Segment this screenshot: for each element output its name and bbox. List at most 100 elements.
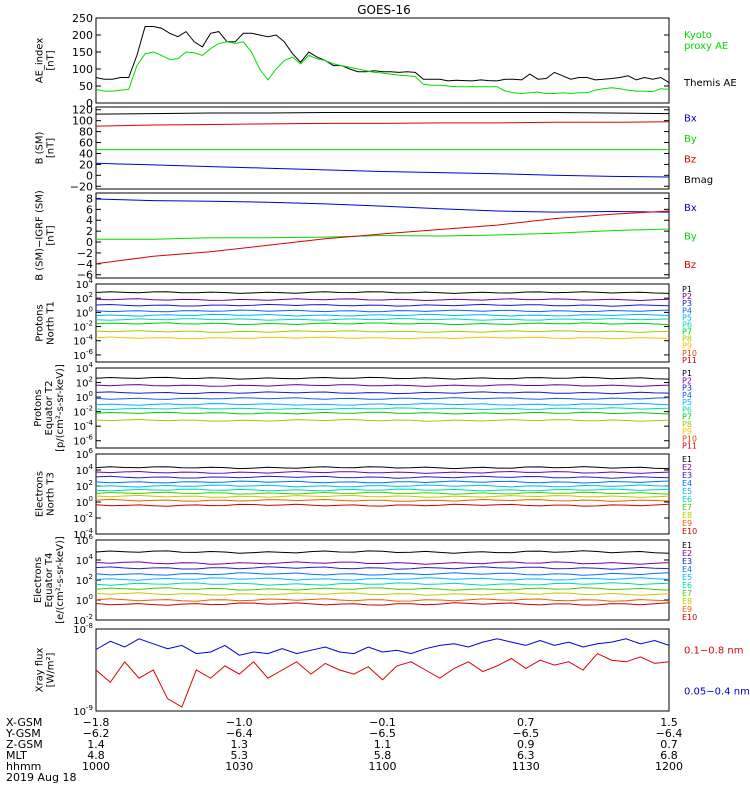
legend-label: P1 [682,285,692,294]
x-axis-value: −6.5 [369,727,396,740]
y-tick-exponent: -6 [86,434,94,442]
flux-line-4 [95,402,670,406]
y-axis-label: B (SM)−IGRF (SM) [35,190,46,281]
flux-line-8 [95,336,670,340]
legend-label: P8 [682,420,692,429]
y-tick-label: 106 [76,447,94,461]
flux-line-5 [95,318,670,321]
y-tick-exponent: 2 [89,479,93,487]
legend-label: E3 [682,557,692,566]
y-tick-label: 10-2 [73,320,93,334]
legend-label: E10 [682,527,697,536]
x-axis-value: 6.8 [660,749,678,762]
legend-label: E5 [682,487,692,496]
legend-label: P6 [682,405,692,414]
y-tick-label: 104 [76,361,94,375]
legend-label: E9 [682,519,692,528]
x-axis-value: −0.1 [369,716,396,729]
panel-frame [95,283,670,363]
x-axis-value: 0.7 [660,738,678,751]
y-tick-label: 4 [86,214,93,227]
x-axis-row-label: Z-GSM [6,738,43,751]
y-axis-label: [p/(cm²-s-sr-keV)] [55,364,66,452]
y-tick-label: 102 [76,291,93,305]
y-tick-label: 104 [76,463,94,477]
y-axis-label: North T3 [46,472,57,516]
x-axis-value: 1130 [512,760,540,773]
legend-label: P7 [682,328,692,337]
flux-line-4 [95,313,670,317]
legend-label: E9 [682,605,692,614]
y-tick-label: 120 [72,104,93,117]
y-tick-label: 106 [76,533,94,547]
flux-line-9 [95,602,670,606]
series-line-3 [95,162,670,178]
y-tick-exponent: -8 [86,622,93,630]
figure-title: GOES-16 [357,3,411,17]
y-tick-exponent: 0 [89,495,93,503]
x-axis-row-label: 2019 Aug 18 [6,771,76,784]
y-tick-label: 100 [76,390,93,404]
series-line-1 [96,228,670,240]
legend-label: Bmag [684,175,713,186]
series-line-2 [95,210,670,265]
flux-line-5 [95,582,670,586]
legend-label: 0.05−0.4 nm [684,687,750,698]
x-axis-value: 5.3 [231,749,249,762]
y-tick-exponent: -2 [86,613,93,621]
flux-line-0 [95,466,670,470]
panel-frame [95,192,670,279]
y-tick-exponent: 6 [89,447,94,455]
x-axis-value: 0.7 [517,716,535,729]
x-axis-value: 4.8 [87,749,105,762]
legend-label: P6 [682,320,692,329]
y-tick-exponent: -2 [86,405,93,413]
legend-label: Bz [684,260,696,271]
flux-line-2 [95,391,670,395]
y-tick-label: 2 [86,225,93,238]
legend-label: By [684,134,697,145]
flux-line-7 [95,418,670,422]
y-tick-label: 40 [79,147,93,160]
x-axis-value: 1.3 [231,738,249,751]
flux-line-1 [95,561,670,565]
y-axis-label: AE_index [35,38,46,84]
y-tick-label: 10-6 [73,434,93,448]
y-tick-label: 0 [86,169,93,182]
y-tick-label: 100 [72,63,93,76]
y-tick-exponent: -6 [86,348,94,356]
y-tick-exponent: 2 [89,376,93,384]
x-axis-value: 6.3 [517,749,535,762]
y-tick-exponent: 2 [89,291,93,299]
y-tick-exponent: 4 [89,277,94,285]
legend-label: P4 [682,391,692,400]
y-tick-label: 10-4 [73,334,93,348]
legend-label: E1 [682,455,692,464]
series-line-0 [95,26,670,84]
x-axis-row-label: Y-GSM [5,727,41,740]
legend-label: P8 [682,335,692,344]
y-tick-label: 102 [76,573,93,587]
panel-frame [95,17,670,104]
legend-label: P9 [682,427,692,436]
x-axis-row-label: hhmm [6,760,41,773]
x-axis-value: 1200 [655,760,683,773]
flux-line-3 [95,572,670,576]
y-axis-label: North T1 [46,301,57,345]
y-tick-label: 10-6 [73,348,93,362]
x-axis-value: −6.5 [512,727,539,740]
x-axis-value: 1100 [369,760,397,773]
y-axis-label: Electrons [33,557,44,603]
legend-label: P2 [682,376,692,385]
y-tick-label: 102 [76,479,93,493]
y-tick-label: 10-4 [73,419,93,433]
x-axis-row-label: MLT [6,749,27,762]
flux-line-4 [95,577,670,581]
legend-label: P10 [682,349,697,358]
panel-frame [95,367,670,449]
y-tick-label: 8 [86,192,93,205]
legend-label: P7 [682,413,692,422]
